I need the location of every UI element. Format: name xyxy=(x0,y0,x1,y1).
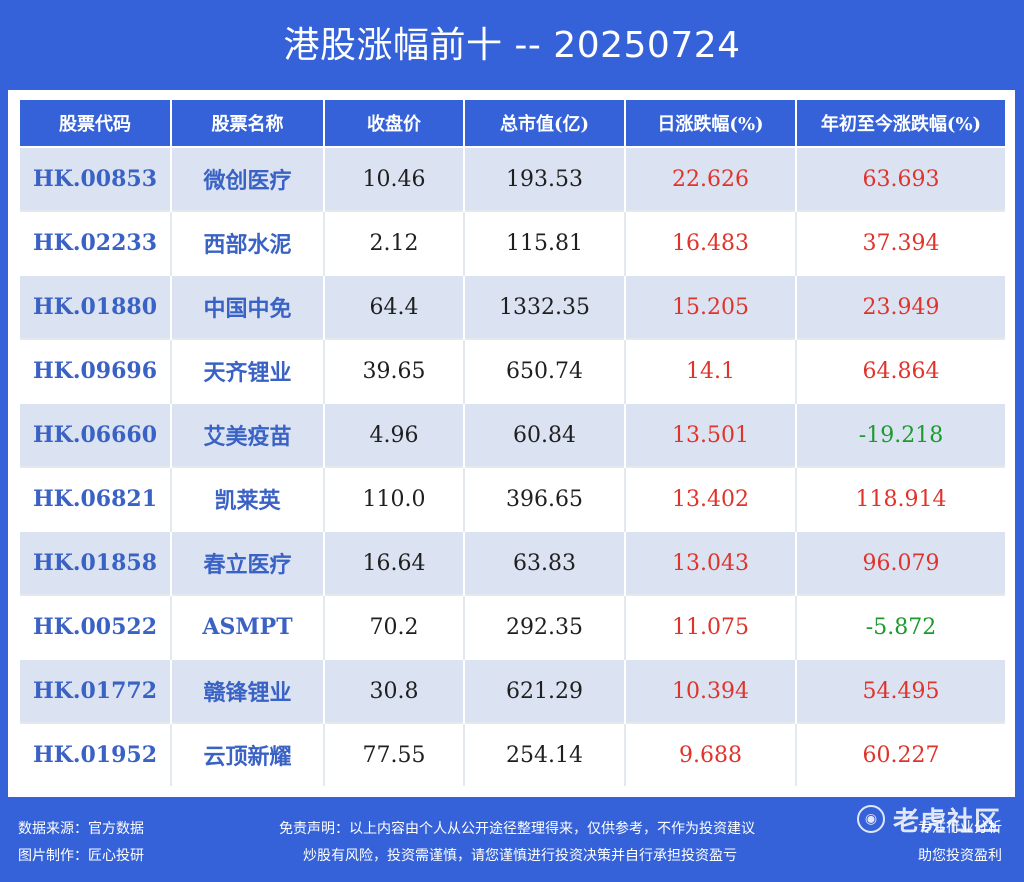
cell-close: 30.8 xyxy=(323,658,464,723)
cell-market-cap: 115.81 xyxy=(463,210,625,275)
cell-name: ASMPT xyxy=(170,594,324,659)
cell-close: 39.65 xyxy=(323,338,464,403)
cell-close: 4.96 xyxy=(323,402,464,467)
table-header-row: 股票代码 股票名称 收盘价 总市值(亿) 日涨跌幅(%) 年初至今涨跌幅(%) xyxy=(20,100,1005,147)
table-row: HK.01880 中国中免 64.4 1332.35 15.205 23.949 xyxy=(20,274,1005,339)
watermark-text: 老虎社区 xyxy=(893,806,1002,837)
footer-source: 数据来源：官方数据 xyxy=(18,821,144,837)
cell-name: 赣锋锂业 xyxy=(170,658,324,723)
cell-day-change: 13.501 xyxy=(624,402,796,467)
cell-day-change: 13.402 xyxy=(624,466,796,531)
cell-day-change: 11.075 xyxy=(624,594,796,659)
table-panel: 股票代码 股票名称 收盘价 总市值(亿) 日涨跌幅(%) 年初至今涨跌幅(%) … xyxy=(8,90,1015,797)
table-row: HK.01858 春立医疗 16.64 63.83 13.043 96.079 xyxy=(20,530,1005,595)
footer-right-2: 助您投资盈利 xyxy=(918,848,1002,864)
cell-ytd-change: 63.693 xyxy=(795,146,1005,211)
cell-code: HK.01772 xyxy=(20,658,171,723)
cell-ytd-change: 60.227 xyxy=(795,722,1005,786)
cell-ytd-change: 37.394 xyxy=(795,210,1005,275)
header-market-cap: 总市值(亿) xyxy=(463,100,625,147)
table-row: HK.06660 艾美疫苗 4.96 60.84 13.501 -19.218 xyxy=(20,402,1005,467)
cell-market-cap: 63.83 xyxy=(463,530,625,595)
table-row: HK.02233 西部水泥 2.12 115.81 16.483 37.394 xyxy=(20,210,1005,275)
table-row: HK.00522 ASMPT 70.2 292.35 11.075 -5.872 xyxy=(20,594,1005,659)
cell-code: HK.02233 xyxy=(20,210,171,275)
cell-close: 16.64 xyxy=(323,530,464,595)
cell-ytd-change: 23.949 xyxy=(795,274,1005,339)
footer-disclaimer-1: 免责声明：以上内容由个人从公开途径整理得来，仅供参考，不作为投资建议 xyxy=(279,821,755,837)
cell-ytd-change: 118.914 xyxy=(795,466,1005,531)
cell-day-change: 16.483 xyxy=(624,210,796,275)
header-close: 收盘价 xyxy=(323,100,464,147)
footer: 数据来源：官方数据 图片制作：匠心投研 免责声明：以上内容由个人从公开途径整理得… xyxy=(0,797,1024,882)
cell-name: 天齐锂业 xyxy=(170,338,324,403)
cell-close: 110.0 xyxy=(323,466,464,531)
cell-day-change: 10.394 xyxy=(624,658,796,723)
cell-name: 中国中免 xyxy=(170,274,324,339)
cell-market-cap: 254.14 xyxy=(463,722,625,786)
footer-disclaimer-2: 炒股有风险，投资需谨慎，请您谨慎进行投资决策并自行承担投资盈亏 xyxy=(303,848,737,864)
page-title: 港股涨幅前十 -- 20250724 xyxy=(283,25,741,66)
table-row: HK.06821 凯莱英 110.0 396.65 13.402 118.914 xyxy=(20,466,1005,531)
cell-market-cap: 621.29 xyxy=(463,658,625,723)
cell-code: HK.09696 xyxy=(20,338,171,403)
cell-code: HK.06821 xyxy=(20,466,171,531)
cell-ytd-change: -5.872 xyxy=(795,594,1005,659)
header-ytd-change: 年初至今涨跌幅(%) xyxy=(795,100,1005,147)
cell-name: 春立医疗 xyxy=(170,530,324,595)
cell-market-cap: 396.65 xyxy=(463,466,625,531)
tiger-logo-icon: ◉ xyxy=(857,805,885,833)
cell-code: HK.01952 xyxy=(20,722,171,786)
footer-right-1: 专注行业分析 xyxy=(918,820,1002,836)
watermark: ◉ 老虎社区 xyxy=(857,801,1017,837)
cell-market-cap: 60.84 xyxy=(463,402,625,467)
cell-ytd-change: 54.495 xyxy=(795,658,1005,723)
cell-day-change: 14.1 xyxy=(624,338,796,403)
cell-ytd-change: -19.218 xyxy=(795,402,1005,467)
table-row: HK.00853 微创医疗 10.46 193.53 22.626 63.693 xyxy=(20,146,1005,211)
table-row: HK.01772 赣锋锂业 30.8 621.29 10.394 54.495 xyxy=(20,658,1005,723)
cell-close: 70.2 xyxy=(323,594,464,659)
cell-ytd-change: 64.864 xyxy=(795,338,1005,403)
cell-market-cap: 650.74 xyxy=(463,338,625,403)
cell-close: 64.4 xyxy=(323,274,464,339)
cell-code: HK.00522 xyxy=(20,594,171,659)
cell-name: 艾美疫苗 xyxy=(170,402,324,467)
cell-close: 2.12 xyxy=(323,210,464,275)
cell-name: 西部水泥 xyxy=(170,210,324,275)
cell-day-change: 22.626 xyxy=(624,146,796,211)
cell-code: HK.00853 xyxy=(20,146,171,211)
cell-day-change: 13.043 xyxy=(624,530,796,595)
cell-code: HK.01858 xyxy=(20,530,171,595)
cell-code: HK.01880 xyxy=(20,274,171,339)
cell-close: 77.55 xyxy=(323,722,464,786)
cell-name: 凯莱英 xyxy=(170,466,324,531)
table-row: HK.09696 天齐锂业 39.65 650.74 14.1 64.864 xyxy=(20,338,1005,403)
cell-name: 云顶新耀 xyxy=(170,722,324,786)
cell-market-cap: 1332.35 xyxy=(463,274,625,339)
cell-code: HK.06660 xyxy=(20,402,171,467)
cell-name: 微创医疗 xyxy=(170,146,324,211)
cell-close: 10.46 xyxy=(323,146,464,211)
header-day-change: 日涨跌幅(%) xyxy=(624,100,796,147)
cell-ytd-change: 96.079 xyxy=(795,530,1005,595)
footer-maker: 图片制作：匠心投研 xyxy=(18,848,144,864)
header-name: 股票名称 xyxy=(170,100,324,147)
cell-market-cap: 193.53 xyxy=(463,146,625,211)
table-body: HK.00853 微创医疗 10.46 193.53 22.626 63.693 HK.02… xyxy=(20,146,1005,786)
cell-day-change: 9.688 xyxy=(624,722,796,786)
cell-day-change: 15.205 xyxy=(624,274,796,339)
header-code: 股票代码 xyxy=(20,100,171,147)
cell-market-cap: 292.35 xyxy=(463,594,625,659)
table-row: HK.01952 云顶新耀 77.55 254.14 9.688 60.227 xyxy=(20,722,1005,786)
stock-table: 股票代码 股票名称 收盘价 总市值(亿) 日涨跌幅(%) 年初至今涨跌幅(%) … xyxy=(20,100,1005,786)
